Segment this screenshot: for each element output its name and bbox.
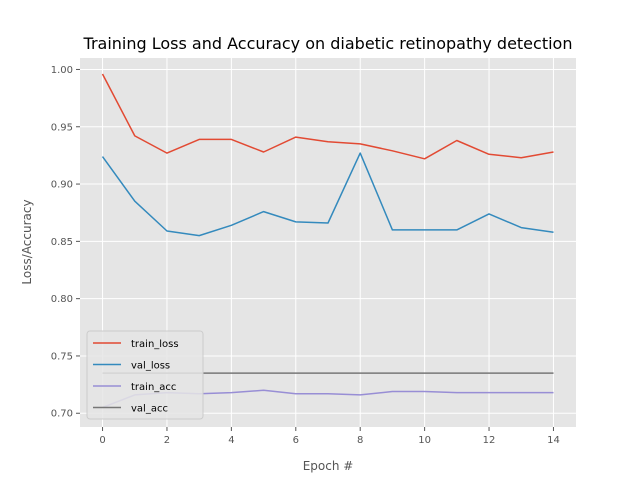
x-tick-label: 14 bbox=[547, 435, 560, 446]
legend: train_loss val_loss train_acc val_acc bbox=[86, 330, 204, 420]
x-tick-label: 0 bbox=[99, 435, 105, 446]
x-tick-label: 2 bbox=[164, 435, 170, 446]
x-tick-label: 12 bbox=[483, 435, 496, 446]
series-line-train-loss bbox=[101, 73, 554, 160]
y-tick-label: 0.90 bbox=[51, 180, 73, 191]
chart-title: Training Loss and Accuracy on diabetic r… bbox=[83, 34, 573, 53]
x-tick-label: 6 bbox=[293, 435, 299, 446]
ticks: 0 2 4 6 8 10 12 14 0.70 0.75 0.80 0.85 0.90 0.95 1.00 bbox=[51, 65, 560, 446]
legend-label-val-acc: val_acc bbox=[131, 404, 168, 415]
legend-box bbox=[86, 330, 204, 420]
x-axis-label: Epoch # bbox=[303, 459, 354, 473]
legend-label-val-loss: val_loss bbox=[131, 361, 170, 372]
legend-label-train-loss: train_loss bbox=[131, 339, 179, 350]
y-axis-label: Loss/Accuracy bbox=[20, 199, 34, 284]
x-tick-label: 8 bbox=[357, 435, 363, 446]
series-line-val-loss bbox=[101, 152, 554, 237]
y-tick-label: 1.00 bbox=[51, 65, 73, 76]
legend-label-train-acc: train_acc bbox=[131, 382, 176, 393]
x-tick-label: 10 bbox=[418, 435, 431, 446]
y-tick-label: 0.85 bbox=[51, 237, 73, 248]
y-tick-label: 0.70 bbox=[51, 409, 73, 420]
y-tick-label: 0.75 bbox=[51, 351, 73, 362]
y-tick-label: 0.95 bbox=[51, 122, 73, 133]
x-tick-label: 4 bbox=[228, 435, 234, 446]
y-tick-label: 0.80 bbox=[51, 294, 73, 305]
